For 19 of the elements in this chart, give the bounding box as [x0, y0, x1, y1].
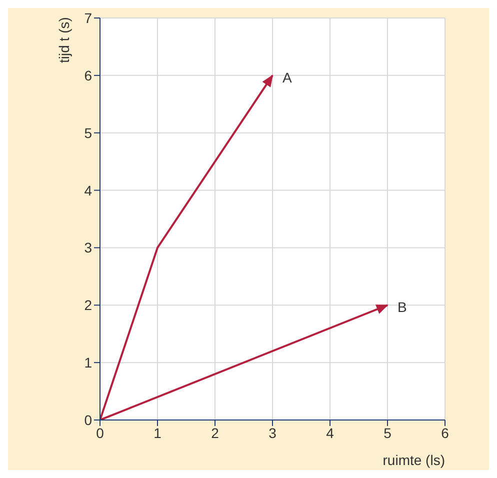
x-tick-label: 3: [268, 424, 277, 441]
y-tick-label: 3: [84, 240, 92, 256]
y-tick-label: 0: [84, 412, 92, 428]
y-tick-label: 6: [84, 67, 92, 84]
x-tick-label: 2: [211, 424, 220, 441]
x-tick-label: 0: [96, 424, 104, 441]
y-tick-label: 2: [84, 297, 92, 314]
x-tick-label: 5: [384, 424, 392, 441]
x-axis-title: ruimte (ls): [382, 452, 445, 468]
x-tick-label: 1: [154, 424, 162, 441]
y-axis-title: tijd t (s): [56, 17, 72, 63]
x-tick-label: 6: [441, 424, 450, 441]
y-tick-label: 1: [84, 354, 92, 371]
series-label: A: [282, 69, 292, 86]
y-tick-label: 7: [84, 10, 92, 26]
series-label: B: [398, 299, 407, 316]
x-tick-label: 4: [326, 424, 334, 441]
y-tick-label: 4: [84, 182, 92, 198]
y-tick-label: 5: [84, 124, 92, 141]
